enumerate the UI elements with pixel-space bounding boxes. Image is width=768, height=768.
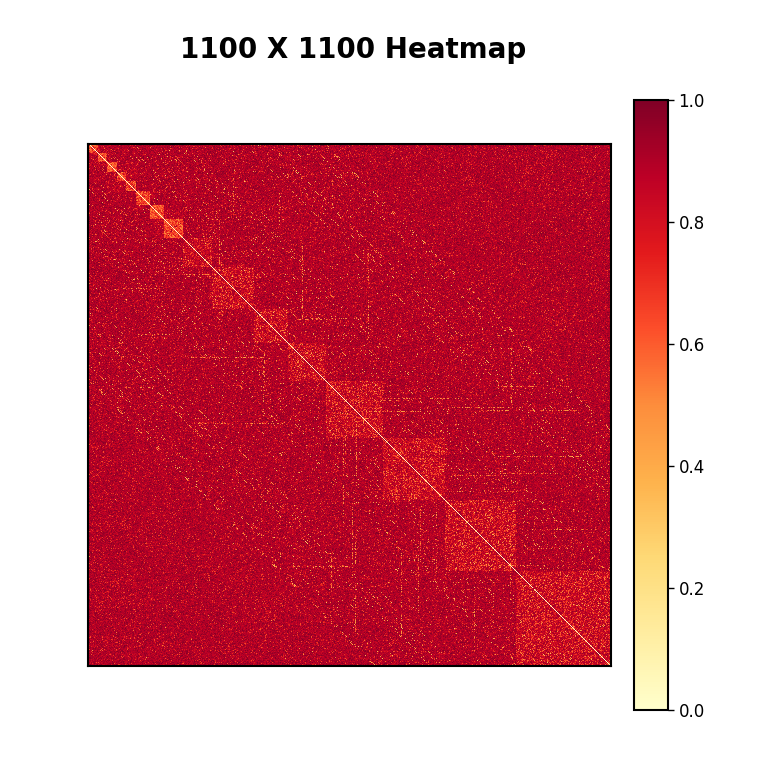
Text: 1100 X 1100 Heatmap: 1100 X 1100 Heatmap (180, 36, 526, 64)
